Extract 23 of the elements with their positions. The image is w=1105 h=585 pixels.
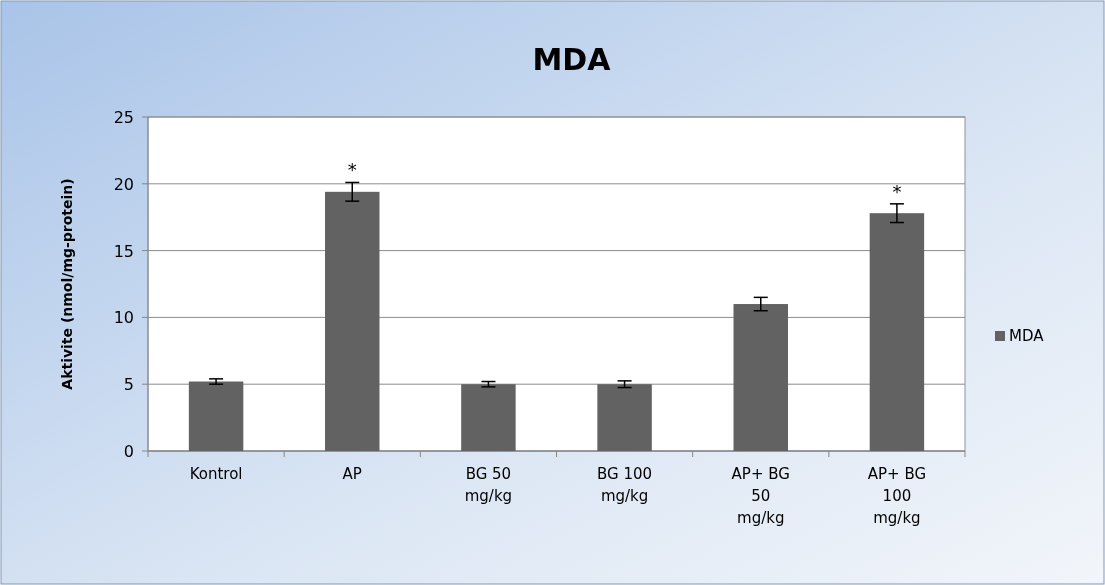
legend-label: MDA (1009, 327, 1045, 345)
x-tick-label: Kontrol (189, 465, 243, 483)
bar (597, 384, 652, 451)
y-tick-label: 0 (123, 442, 134, 461)
y-tick-label: 5 (123, 375, 134, 395)
bar (869, 213, 925, 451)
y-tick-label: 20 (113, 174, 134, 194)
bar (325, 191, 380, 451)
x-tick-label: BG 100 mg/kg (597, 465, 653, 505)
x-tick-label: AP+ BG 100 mg/kg (867, 465, 927, 527)
bar (733, 304, 788, 451)
bar (188, 381, 244, 451)
y-tick-label: 10 (113, 308, 134, 328)
y-tick-label: 15 (113, 241, 134, 261)
y-axis-title: Aktivite (nmol/mg-protein) (59, 178, 75, 390)
x-tick-label: BG 50 mg/kg (464, 465, 513, 505)
x-tick-label: AP (342, 465, 362, 483)
annotation: * (892, 180, 902, 202)
annotation: * (347, 159, 357, 181)
y-tick-label: 25 (113, 108, 134, 127)
chart-title: MDA (532, 42, 612, 77)
x-tick-label: AP+ BG 50 mg/kg (731, 465, 790, 527)
bar (461, 384, 516, 451)
